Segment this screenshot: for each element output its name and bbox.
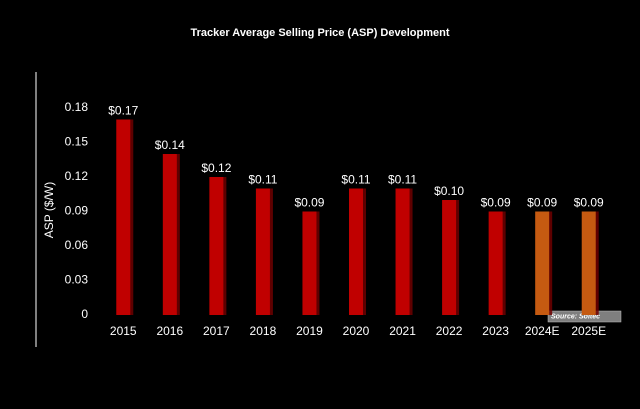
bar: [255, 188, 270, 315]
y-tick-label: 0.12: [65, 169, 89, 183]
value-label: $0.11: [248, 173, 277, 187]
x-tick-label: 2021: [389, 324, 416, 338]
y-tick-label: 0: [81, 307, 88, 321]
source: Source: Soltec: [551, 313, 600, 320]
y-tick-label: 0.18: [65, 100, 89, 114]
x-tick-label: 2024E: [525, 324, 560, 338]
value-label: $0.17: [108, 104, 138, 118]
value-label: $0.12: [201, 161, 231, 175]
chart-title: Tracker Average Selling Price (ASP) Deve…: [190, 27, 449, 39]
x-tick-label: 2017: [203, 324, 230, 338]
x-tick-label: 2023: [482, 324, 509, 338]
bar: [442, 200, 457, 315]
x-tick-label: 2022: [436, 324, 463, 338]
y-tick-label: 0.09: [65, 204, 89, 218]
value-label: $0.09: [527, 196, 557, 210]
bar: [535, 211, 550, 315]
value-label: $0.11: [341, 173, 370, 187]
value-label: $0.14: [155, 138, 185, 152]
bar: [395, 188, 410, 315]
x-tick-label: 2018: [250, 324, 277, 338]
x-tick-label: 2025E: [571, 324, 606, 338]
y-tick-label: 0.03: [65, 273, 89, 287]
bar: [488, 211, 503, 315]
y-tick-label: 0.15: [65, 135, 89, 149]
value-label: $0.09: [294, 196, 324, 210]
y-tick-label: 0.06: [65, 238, 89, 252]
bar: [581, 211, 596, 315]
x-tick-label: 2016: [156, 324, 183, 338]
bar: [209, 177, 224, 315]
value-label: $0.09: [481, 196, 511, 210]
x-tick-label: 2020: [343, 324, 370, 338]
bar: [116, 119, 131, 315]
x-tick-label: 2015: [110, 324, 137, 338]
bar: [162, 154, 177, 315]
value-label: $0.10: [434, 184, 464, 198]
value-label: $0.09: [574, 196, 604, 210]
bar: [349, 188, 363, 315]
x-tick-label: 2019: [296, 324, 323, 338]
value-label: $0.11: [388, 173, 417, 187]
y-axis-label: ASP ($/W): [42, 182, 56, 238]
bar: [302, 211, 317, 315]
